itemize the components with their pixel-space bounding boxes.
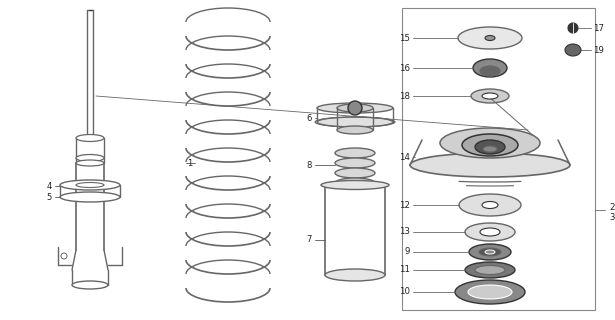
Ellipse shape (565, 44, 581, 56)
Text: 15: 15 (399, 34, 410, 43)
Ellipse shape (475, 266, 505, 275)
Circle shape (348, 101, 362, 115)
Ellipse shape (458, 27, 522, 49)
Ellipse shape (473, 59, 507, 77)
Ellipse shape (410, 153, 570, 177)
Ellipse shape (465, 223, 515, 241)
Ellipse shape (482, 202, 498, 209)
Text: 18: 18 (399, 92, 410, 100)
Ellipse shape (479, 248, 501, 256)
Ellipse shape (76, 182, 104, 188)
Ellipse shape (325, 269, 385, 281)
Ellipse shape (337, 126, 373, 134)
Circle shape (568, 23, 578, 33)
Text: 12: 12 (399, 201, 410, 210)
Ellipse shape (485, 36, 495, 41)
Ellipse shape (465, 262, 515, 278)
Ellipse shape (317, 103, 393, 113)
Ellipse shape (317, 117, 393, 127)
Ellipse shape (76, 134, 104, 141)
Ellipse shape (335, 158, 375, 168)
Ellipse shape (60, 180, 120, 190)
Text: 17: 17 (593, 23, 604, 33)
Ellipse shape (462, 134, 518, 156)
Ellipse shape (482, 93, 498, 99)
Text: 6: 6 (307, 114, 312, 123)
Ellipse shape (485, 250, 495, 254)
Text: 4: 4 (47, 181, 52, 190)
Text: 1: 1 (187, 158, 192, 167)
Ellipse shape (72, 281, 108, 289)
Text: 19: 19 (593, 45, 604, 54)
Ellipse shape (335, 178, 375, 188)
Text: 8: 8 (307, 161, 312, 170)
Ellipse shape (60, 192, 120, 202)
Text: 2: 2 (609, 204, 614, 212)
Text: 14: 14 (399, 153, 410, 162)
Bar (402, 8, 595, 310)
Text: 13: 13 (399, 228, 410, 236)
Text: 10: 10 (399, 287, 410, 297)
Ellipse shape (475, 140, 505, 154)
Ellipse shape (335, 148, 375, 158)
Ellipse shape (455, 280, 525, 304)
Text: 9: 9 (405, 247, 410, 257)
Ellipse shape (321, 180, 389, 189)
Text: 11: 11 (399, 266, 410, 275)
Ellipse shape (337, 104, 373, 112)
Ellipse shape (440, 128, 540, 158)
Ellipse shape (468, 285, 512, 299)
Ellipse shape (459, 194, 521, 216)
Text: 16: 16 (399, 63, 410, 73)
Ellipse shape (76, 155, 104, 162)
Ellipse shape (471, 89, 509, 103)
Text: 5: 5 (47, 193, 52, 202)
Ellipse shape (483, 146, 497, 152)
Ellipse shape (469, 244, 511, 260)
Ellipse shape (480, 228, 500, 236)
Circle shape (61, 253, 67, 259)
Ellipse shape (76, 160, 104, 166)
Text: 3: 3 (609, 213, 614, 222)
Text: 7: 7 (307, 236, 312, 244)
Ellipse shape (335, 168, 375, 178)
Ellipse shape (480, 66, 500, 76)
